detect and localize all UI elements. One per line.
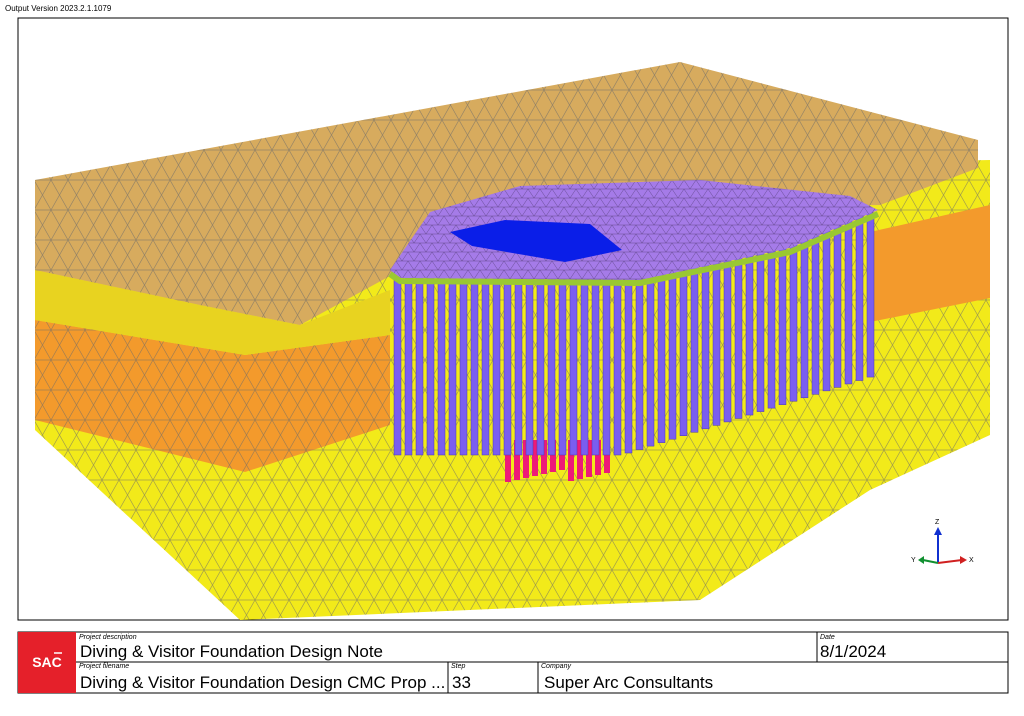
pile-pink: [514, 440, 520, 480]
pile: [525, 260, 534, 456]
axis-label: Z: [935, 519, 940, 526]
logo-box: [18, 632, 76, 693]
pile: [448, 271, 457, 456]
pile: [492, 265, 501, 456]
pile: [855, 214, 864, 381]
field-label: Step: [451, 663, 466, 670]
pile-pink: [523, 440, 529, 478]
mesh: [35, 320, 390, 472]
pile: [514, 262, 523, 456]
version-text: Output Version 2023.2.1.1079: [5, 4, 112, 13]
field-label: Date: [820, 634, 835, 641]
logo: SAC: [32, 654, 62, 670]
pile: [833, 217, 842, 388]
pile: [415, 276, 424, 456]
field-label: Project description: [79, 634, 137, 641]
pile: [536, 259, 545, 456]
pile: [811, 220, 820, 395]
field-value: Diving & Visitor Foundation Design CMC P…: [80, 673, 445, 692]
pile-pink: [595, 440, 601, 475]
pile-pink: [586, 440, 592, 477]
pile: [437, 273, 446, 456]
model-view: [35, 62, 990, 620]
axis-label: Y: [911, 557, 916, 564]
pile: [866, 212, 875, 378]
pile: [393, 279, 402, 456]
soil-orange-right: [870, 205, 990, 322]
pile-pink: [505, 440, 511, 482]
field-value: Diving & Visitor Foundation Design Note: [80, 642, 383, 661]
axis-triad: Z Y X: [911, 519, 974, 564]
field-value: 33: [452, 673, 471, 692]
mesh: [390, 180, 878, 280]
soil-yellow-left: [35, 270, 390, 355]
axis-label: X: [969, 557, 974, 564]
pile-pink: [550, 440, 556, 472]
pile: [470, 268, 479, 456]
field-value: Super Arc Consultants: [544, 673, 713, 692]
pile: [844, 215, 853, 385]
opening: [450, 220, 622, 262]
pile-pink: [604, 440, 610, 473]
slab-rim: [388, 211, 880, 287]
pile-pink: [577, 440, 583, 479]
field-label: Project filename: [79, 663, 129, 670]
pile-pink: [568, 440, 574, 481]
pile: [558, 256, 567, 456]
pile-pink: [541, 440, 547, 474]
field-label: Company: [541, 663, 571, 670]
pile: [547, 257, 556, 456]
pile: [503, 264, 512, 456]
title-block: SAC Project description Diving & Visitor…: [17, 631, 1009, 694]
pile: [459, 270, 468, 456]
pile-pink: [532, 440, 538, 476]
field-value: 8/1/2024: [820, 642, 886, 661]
pile: [822, 218, 831, 392]
pile: [426, 275, 435, 456]
pile: [481, 267, 490, 456]
pile: [404, 278, 413, 456]
